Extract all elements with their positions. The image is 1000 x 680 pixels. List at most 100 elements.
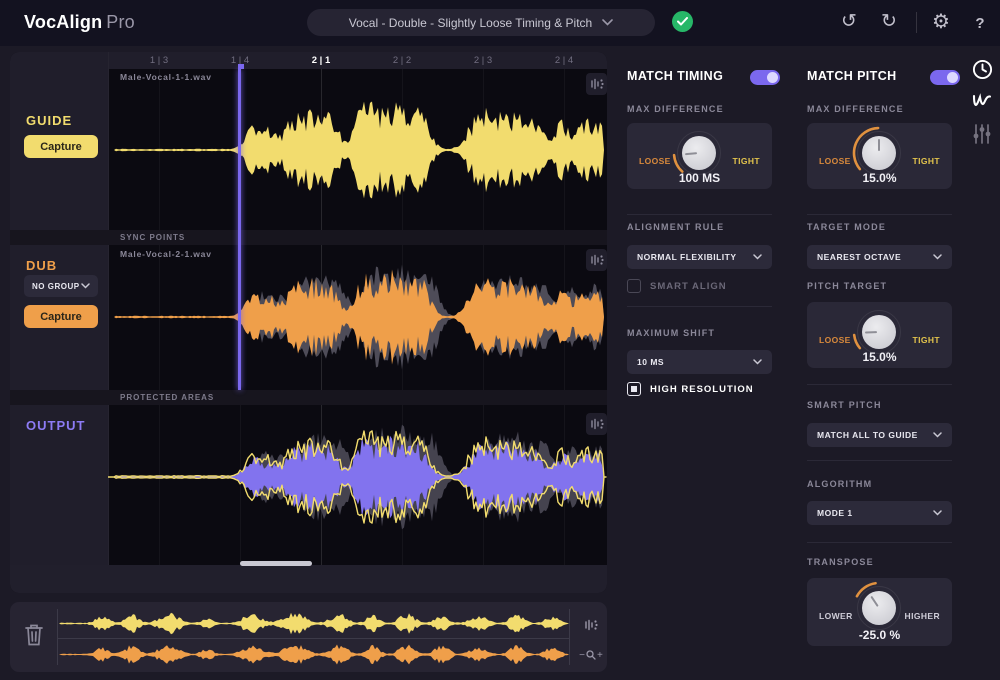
dub-process-button[interactable]: [586, 249, 607, 271]
overview-guide-waveform[interactable]: [57, 609, 569, 638]
waveform-sparkle-icon: [590, 418, 604, 430]
alignment-rule-label: ALIGNMENT RULE: [627, 222, 725, 232]
timing-max-difference-knob[interactable]: [682, 136, 716, 170]
zoom-out-icon[interactable]: −: [579, 649, 585, 661]
section-divider: [807, 542, 952, 543]
zoom-control[interactable]: − +: [578, 646, 604, 664]
clear-trash-icon[interactable]: [24, 623, 44, 652]
smart-pitch-label: SMART PITCH: [807, 400, 882, 410]
protected-areas-strip[interactable]: PROTECTED AREAS: [10, 390, 607, 405]
algorithm-dropdown[interactable]: MODE 1: [807, 501, 952, 525]
horizontal-scrollbar[interactable]: [240, 561, 312, 566]
alignment-rule-dropdown[interactable]: NORMAL FLEXIBILITY: [627, 245, 772, 269]
logo-light: Pro: [106, 12, 135, 32]
output-waveform[interactable]: [108, 405, 607, 565]
knob-tight-label: TIGHT: [732, 156, 760, 166]
checkbox-unchecked[interactable]: [627, 279, 641, 293]
match-timing-header: MATCH TIMING: [627, 69, 724, 83]
knob-loose-label: LOOSE: [819, 335, 851, 345]
sync-points-strip[interactable]: SYNC POINTS: [10, 230, 607, 245]
settings-gear-icon[interactable]: ⚙: [932, 11, 950, 33]
mixer-sliders-icon[interactable]: [969, 121, 995, 147]
dub-group-dropdown[interactable]: NO GROUP: [24, 275, 98, 297]
guide-capture-button[interactable]: Capture: [24, 135, 98, 158]
overview-right-divider: [569, 609, 570, 665]
smart-align-checkbox[interactable]: SMART ALIGN: [627, 279, 727, 293]
tracks-panel: 1 | 3 1 | 4 2 | 1 2 | 2 2 | 3 2 | 4 GUID…: [10, 52, 607, 593]
sync-points-label: SYNC POINTS: [120, 233, 186, 242]
help-icon[interactable]: ?: [975, 15, 985, 32]
preset-label: Vocal - Double - Slightly Loose Timing &…: [348, 15, 593, 30]
match-pitch-header: MATCH PITCH: [807, 69, 897, 83]
chevron-down-icon: [933, 510, 942, 516]
pitch-max-difference-label: MAX DIFFERENCE: [807, 104, 904, 114]
transpose-value: -25.0 %: [858, 628, 901, 642]
pitch-trace-icon[interactable]: [969, 88, 995, 114]
smart-pitch-value: MATCH ALL TO GUIDE: [817, 430, 918, 440]
overview-panel: − +: [10, 602, 607, 672]
timing-max-difference-card: LOOSE TIGHT 100 MS: [627, 123, 772, 189]
match-timing-toggle[interactable]: [750, 70, 780, 85]
timing-view-clock-icon[interactable]: [969, 56, 995, 82]
overview-row-separator: [57, 638, 569, 639]
overview-dub-waveform[interactable]: [57, 640, 569, 669]
dub-file-name: Male-Vocal-2-1.wav: [120, 249, 212, 259]
target-mode-dropdown[interactable]: NEAREST OCTAVE: [807, 245, 952, 269]
target-mode-value: NEAREST OCTAVE: [817, 252, 902, 262]
overview-process-button[interactable]: [578, 616, 604, 634]
high-resolution-checkbox[interactable]: HIGH RESOLUTION: [627, 382, 754, 396]
algorithm-label: ALGORITHM: [807, 479, 873, 489]
ruler-tick: 2 | 4: [554, 55, 574, 66]
knob-arc: [855, 581, 877, 598]
ruler-tick: 1 | 4: [230, 55, 250, 66]
panel-bottom-strip: [10, 565, 607, 593]
guide-file-name: Male-Vocal-1-1.wav: [120, 72, 212, 82]
smart-pitch-dropdown[interactable]: MATCH ALL TO GUIDE: [807, 423, 952, 447]
ruler-tick: 1 | 3: [149, 55, 169, 66]
pitch-target-knob[interactable]: [862, 315, 896, 349]
protected-areas-label: PROTECTED AREAS: [120, 393, 215, 402]
ruler-tick: 2 | 3: [473, 55, 493, 66]
maximum-shift-dropdown[interactable]: 10 MS: [627, 350, 772, 374]
transpose-knob[interactable]: [862, 591, 896, 625]
maximum-shift-label: MAXIMUM SHIFT: [627, 328, 716, 338]
preset-applied-check-icon: [672, 11, 693, 32]
undo-icon[interactable]: ↺: [841, 11, 857, 32]
pitch-target-label: PITCH TARGET: [807, 281, 888, 291]
target-mode-label: TARGET MODE: [807, 222, 887, 232]
guide-process-button[interactable]: [586, 73, 607, 95]
match-pitch-toggle[interactable]: [930, 70, 960, 85]
dub-capture-button[interactable]: Capture: [24, 305, 98, 328]
timing-max-difference-value: 100 MS: [678, 171, 721, 185]
knob-ring: [857, 131, 901, 175]
chevron-down-icon: [753, 359, 762, 365]
playhead-line[interactable]: [238, 69, 241, 390]
dub-track-label: DUB: [26, 258, 58, 273]
knob-lower-label: LOWER: [819, 611, 853, 621]
dub-waveform[interactable]: [108, 245, 607, 390]
preset-dropdown[interactable]: Vocal - Double - Slightly Loose Timing &…: [307, 9, 655, 36]
waveform-sparkle-icon: [590, 78, 604, 90]
zoom-in-icon[interactable]: +: [597, 649, 603, 661]
checkbox-checked[interactable]: [627, 382, 641, 396]
timeline-ruler[interactable]: 1 | 3 1 | 4 2 | 1 2 | 2 2 | 3 2 | 4: [10, 52, 607, 69]
pitch-max-difference-value: 15.0%: [862, 171, 897, 185]
knob-loose-label: LOOSE: [639, 156, 671, 166]
section-divider: [627, 306, 772, 307]
smart-align-label: SMART ALIGN: [650, 280, 727, 292]
guide-waveform[interactable]: [108, 69, 607, 230]
playhead-marker[interactable]: [238, 64, 244, 69]
redo-icon[interactable]: ↻: [881, 11, 897, 32]
knob-ring: [857, 586, 901, 630]
waveform-sparkle-icon: [590, 254, 604, 266]
pitch-max-difference-knob[interactable]: [862, 136, 896, 170]
top-bar: VocAlign Pro Vocal - Double - Slightly Lo…: [0, 0, 1000, 46]
pitch-target-card: LOOSE TIGHT 15.0%: [807, 302, 952, 368]
knob-arc: [672, 153, 684, 173]
app-logo: VocAlign Pro: [24, 12, 135, 33]
sidebar-separator: [108, 52, 109, 565]
knob-higher-label: HIGHER: [904, 611, 940, 621]
toolbar-divider: [916, 12, 917, 33]
output-process-button[interactable]: [586, 413, 607, 435]
